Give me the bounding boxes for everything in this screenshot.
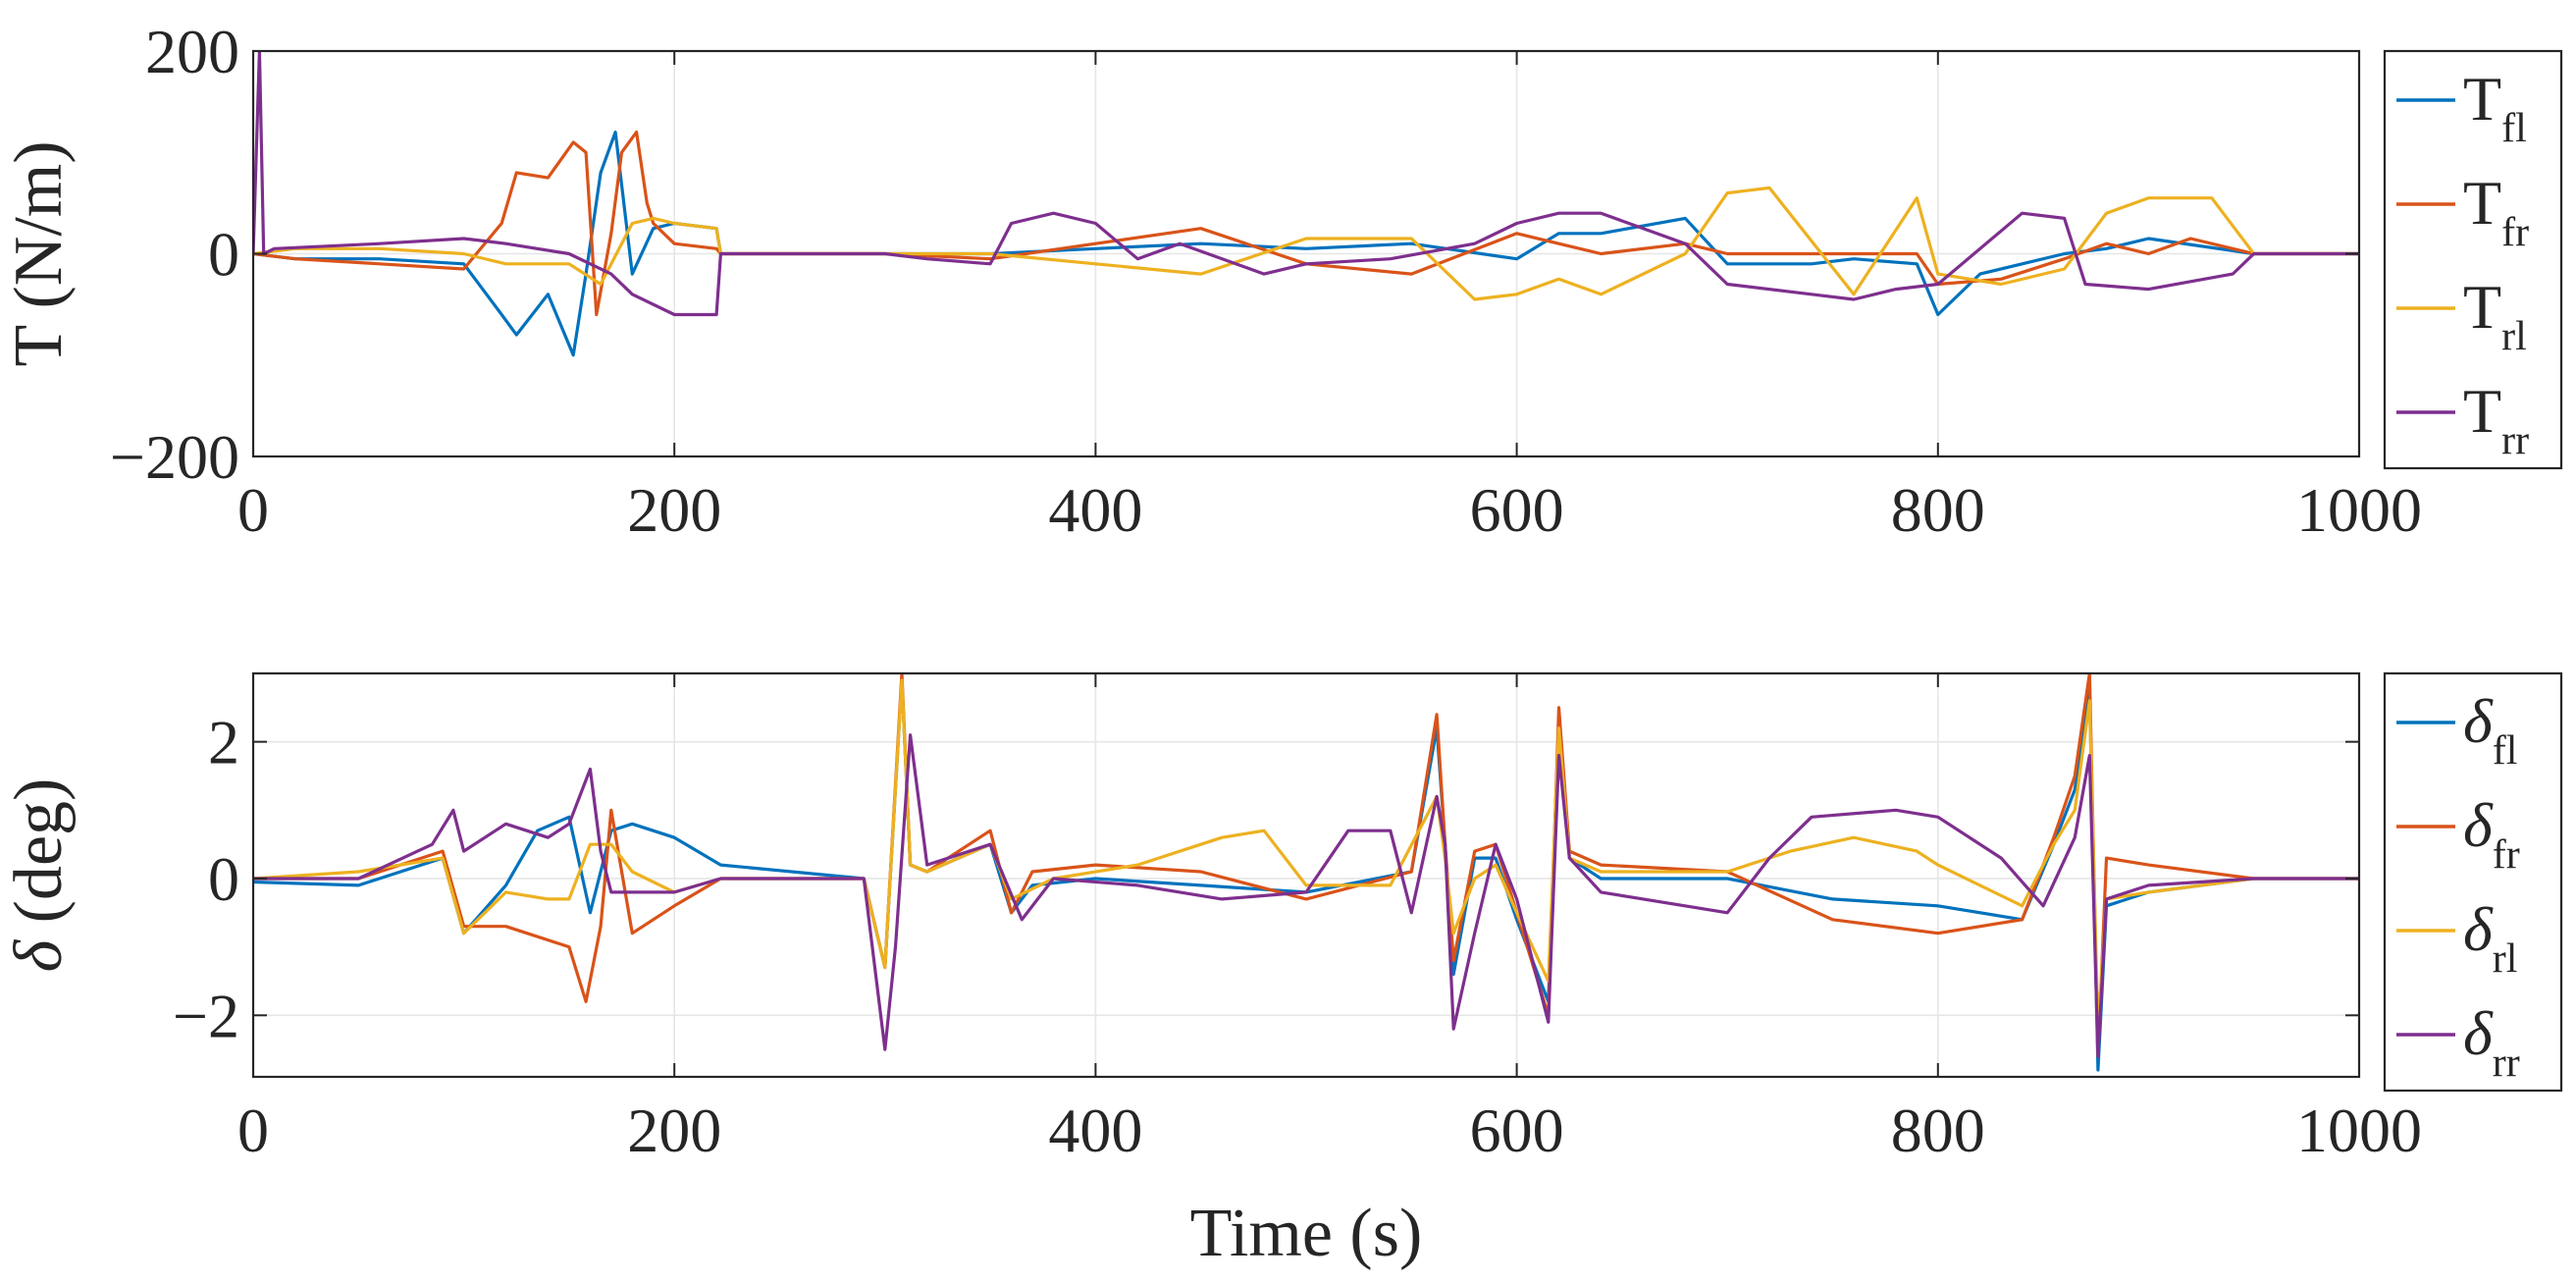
x-tick-label: 400 (1048, 475, 1142, 545)
plot-area (253, 673, 2359, 1077)
y-axis-label-unit: (deg) (1, 778, 77, 940)
x-tick-label: 200 (627, 475, 721, 545)
legend-label-rr: δrr (2463, 998, 2520, 1086)
y-tick-label: 200 (145, 17, 239, 86)
legend-subscript: fr (2493, 832, 2520, 878)
x-tick-label: 1000 (2296, 475, 2422, 545)
legend-subscript: rl (2493, 936, 2518, 982)
x-tick-label: 1000 (2296, 1096, 2422, 1165)
legend-subscript: fr (2501, 210, 2529, 255)
legend-label-rr: Trr (2463, 376, 2529, 463)
x-axis-label: Time (s) (1190, 1196, 1423, 1271)
legend-label-fl: δfl (2463, 686, 2517, 774)
axes-frame (251, 671, 2361, 1079)
legend-symbol: δ (2463, 894, 2494, 964)
y-axis-label: T (N/m) (1, 140, 77, 366)
legend-label-fl: Tfl (2463, 64, 2527, 151)
legend-subscript: fl (2501, 106, 2527, 151)
legend-symbol: δ (2463, 686, 2494, 756)
legend-symbol: δ (2463, 790, 2494, 860)
legend-label-fr: Tfr (2463, 168, 2529, 255)
legend-symbol: δ (2463, 998, 2494, 1068)
y-axis-label: δ (deg) (1, 778, 77, 973)
series-group (253, 51, 2359, 357)
legend-box (2383, 49, 2563, 470)
legend-subscript: fl (2493, 728, 2518, 774)
series-line-rl (253, 186, 2359, 301)
series-group (253, 673, 2359, 1072)
series-line-fl (253, 131, 2359, 357)
legend-symbol: T (2463, 376, 2501, 446)
x-tick-label: 600 (1470, 1096, 1564, 1165)
x-tick-label: 0 (237, 1096, 269, 1165)
x-tick-label: 400 (1048, 1096, 1142, 1165)
legend-symbol: T (2463, 64, 2501, 134)
x-tick-label: 0 (237, 475, 269, 545)
series-line-rl (253, 678, 2359, 1031)
series-line-rr (253, 51, 2359, 317)
legend-subscript: rr (2501, 418, 2529, 463)
y-tick-label: 0 (208, 844, 239, 914)
legend-symbol: T (2463, 168, 2501, 238)
legend-subscript: rl (2501, 314, 2527, 359)
y-tick-label: −200 (110, 422, 239, 492)
series-line-rr (253, 733, 2359, 1058)
y-axis-label-symbol: δ (1, 938, 77, 972)
x-tick-label: 200 (627, 1096, 721, 1165)
x-tick-label: 800 (1891, 475, 1985, 545)
x-tick-label: 600 (1470, 475, 1564, 545)
y-tick-label: 2 (208, 708, 239, 777)
legend-label-rl: δrl (2463, 894, 2517, 982)
legend-symbol: T (2463, 272, 2501, 342)
y-tick-label: −2 (173, 981, 239, 1050)
legend-box (2383, 671, 2563, 1093)
legend-label-rl: Trl (2463, 272, 2527, 359)
legend-subscript: rr (2493, 1041, 2520, 1086)
y-tick-label: 0 (208, 220, 239, 290)
x-tick-label: 800 (1891, 1096, 1985, 1165)
legend-label-fr: δfr (2463, 790, 2520, 878)
